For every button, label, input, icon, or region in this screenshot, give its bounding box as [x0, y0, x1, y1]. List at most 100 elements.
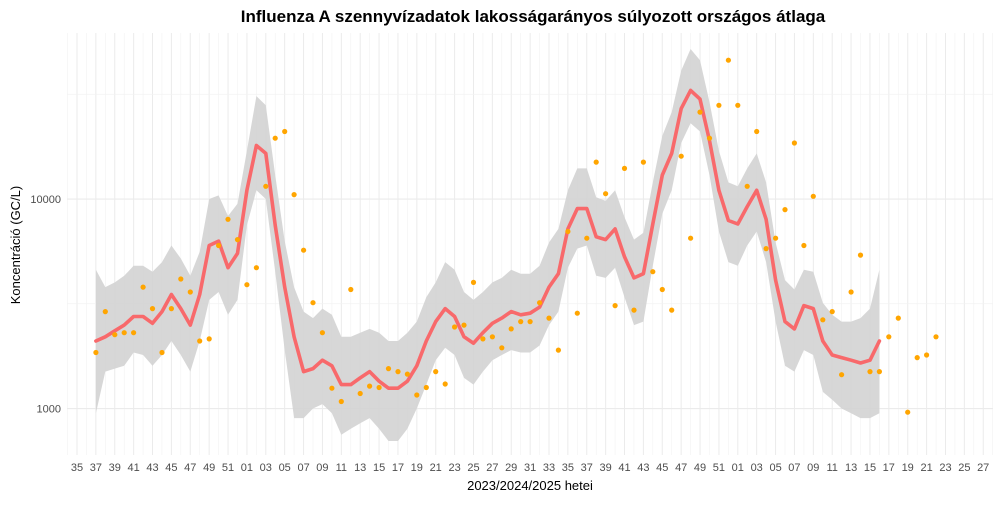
data-point — [697, 109, 703, 115]
data-point — [102, 309, 108, 315]
data-point — [688, 235, 694, 241]
x-tick-label: 07 — [788, 462, 800, 474]
x-tick-label: 33 — [543, 462, 555, 474]
x-tick-label: 43 — [637, 462, 649, 474]
x-tick-label: 01 — [241, 462, 253, 474]
x-tick-label: 31 — [524, 462, 536, 474]
x-tick-label: 37 — [90, 462, 102, 474]
x-tick-label: 39 — [109, 462, 121, 474]
data-point — [706, 135, 713, 141]
x-tick-label: 49 — [694, 462, 706, 474]
x-tick-label: 19 — [902, 462, 914, 474]
x-tick-label: 35 — [71, 462, 83, 474]
x-tick-label: 09 — [807, 462, 819, 474]
data-point — [197, 338, 203, 344]
y-axis-ticks: 1000 10000 — [30, 194, 61, 416]
x-tick-label: 23 — [939, 462, 951, 474]
data-point — [272, 135, 278, 141]
data-point — [914, 355, 920, 361]
data-point — [791, 140, 798, 146]
x-tick-label: 21 — [920, 462, 932, 474]
x-tick-label: 09 — [316, 462, 328, 474]
data-point — [216, 242, 222, 249]
data-point — [848, 289, 854, 295]
data-point — [442, 381, 448, 387]
data-point — [744, 183, 750, 189]
chart-title: Influenza A szennyvízadatok lakosságarán… — [241, 7, 826, 26]
data-point — [593, 159, 599, 165]
x-tick-label: 25 — [958, 462, 970, 474]
data-point — [329, 385, 335, 391]
x-tick-label: 13 — [845, 462, 857, 474]
data-point — [678, 153, 684, 159]
x-tick-label: 43 — [146, 462, 158, 474]
data-point — [310, 300, 316, 306]
trend-line-layer — [94, 88, 882, 391]
x-tick-label: 23 — [448, 462, 460, 474]
x-tick-label: 27 — [486, 462, 498, 474]
x-axis-ticks: 35 37 39 41 43 45 47 49 51 01 03 05 07 09 11 13 15 17 19 21… — [71, 462, 989, 474]
data-point — [876, 369, 883, 375]
x-tick-label: 47 — [675, 462, 687, 474]
data-point — [253, 265, 259, 271]
x-tick-label: 25 — [467, 462, 479, 474]
data-point — [168, 306, 174, 312]
data-point — [763, 246, 769, 252]
x-tick-label: 03 — [751, 462, 763, 474]
x-tick-label: 41 — [618, 462, 630, 474]
data-point — [537, 300, 543, 306]
data-point — [782, 207, 788, 213]
x-tick-label: 07 — [297, 462, 309, 474]
y-axis-label: Koncentráció (GC/L) — [8, 186, 23, 305]
data-point — [603, 191, 609, 197]
data-point — [820, 317, 826, 323]
x-tick-label: 15 — [373, 462, 385, 474]
x-tick-label: 45 — [656, 462, 668, 474]
data-point — [282, 128, 288, 135]
data-point — [121, 330, 127, 336]
data-point — [376, 384, 382, 391]
data-point — [187, 289, 193, 295]
data-point — [423, 384, 429, 391]
data-point — [499, 345, 505, 351]
data-point — [263, 183, 269, 189]
x-tick-label: 19 — [411, 462, 423, 474]
data-point — [867, 369, 873, 375]
x-tick-label: 01 — [732, 462, 744, 474]
data-point — [301, 247, 307, 253]
data-point — [631, 307, 637, 313]
data-point — [716, 102, 722, 108]
x-tick-label: 11 — [336, 462, 347, 474]
x-tick-label: 29 — [505, 462, 517, 474]
x-axis-label: 2023/2024/2025 hetei — [467, 478, 593, 493]
data-point — [452, 324, 458, 330]
data-point — [234, 237, 241, 243]
y-tick-label: 1000 — [37, 404, 61, 416]
x-tick-label: 51 — [713, 462, 725, 474]
data-point — [905, 409, 911, 415]
data-point — [555, 347, 562, 353]
data-point — [480, 336, 486, 342]
x-tick-label: 03 — [260, 462, 272, 474]
data-point — [149, 306, 156, 312]
data-point — [621, 165, 628, 171]
x-tick-label: 21 — [430, 462, 442, 474]
data-point — [461, 322, 467, 328]
x-tick-label: 51 — [222, 462, 234, 474]
y-tick-label: 10000 — [30, 194, 61, 206]
confidence-band-area — [95, 49, 880, 441]
x-tick-label: 05 — [279, 462, 291, 474]
data-point — [612, 303, 618, 309]
data-point — [584, 235, 590, 241]
data-point — [338, 398, 344, 405]
x-tick-label: 49 — [203, 462, 215, 474]
data-point — [773, 235, 779, 241]
x-tick-label: 13 — [354, 462, 366, 474]
data-points — [93, 57, 939, 415]
data-point — [924, 352, 930, 358]
x-tick-label: 39 — [599, 462, 611, 474]
x-tick-label: 17 — [392, 462, 404, 474]
data-point — [140, 284, 146, 290]
